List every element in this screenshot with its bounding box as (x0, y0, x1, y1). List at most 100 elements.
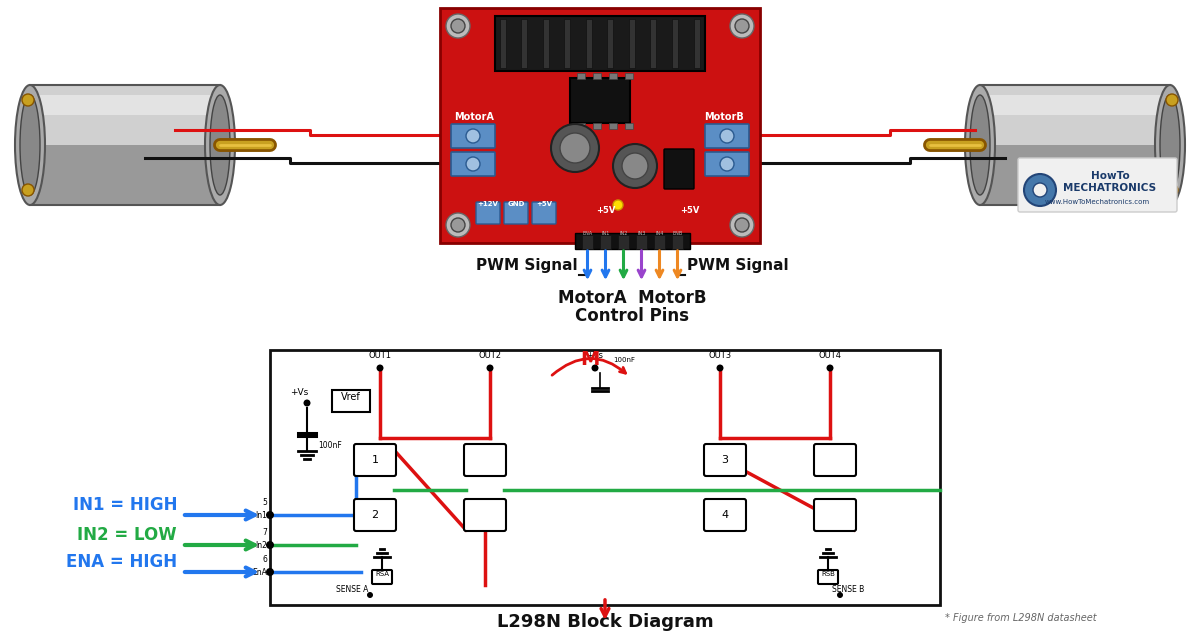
Text: +Vs: +Vs (290, 388, 308, 397)
Text: ENB: ENB (672, 231, 683, 236)
Text: MotorA: MotorA (454, 112, 494, 122)
Circle shape (466, 129, 480, 143)
Text: 5: 5 (262, 498, 266, 507)
Circle shape (377, 365, 384, 372)
Circle shape (613, 144, 658, 188)
FancyBboxPatch shape (476, 202, 500, 224)
Bar (570, 78, 630, 123)
Text: Vref: Vref (341, 392, 361, 402)
Bar (672, 235, 683, 249)
Bar (636, 235, 647, 249)
FancyBboxPatch shape (354, 444, 396, 476)
Bar (593, 123, 601, 129)
Text: MotorB: MotorB (704, 112, 744, 122)
Circle shape (734, 218, 749, 232)
Ellipse shape (1160, 95, 1180, 195)
Text: ENA = HIGH: ENA = HIGH (66, 553, 178, 571)
FancyBboxPatch shape (451, 124, 494, 148)
Circle shape (730, 213, 754, 237)
Circle shape (720, 157, 734, 171)
Bar (586, 19, 592, 68)
Bar (625, 73, 634, 79)
Text: IN4: IN4 (655, 231, 664, 236)
FancyBboxPatch shape (1018, 158, 1177, 212)
Text: OUT2: OUT2 (479, 351, 502, 360)
Bar (985, 95, 1165, 115)
Text: GND: GND (508, 201, 524, 207)
Circle shape (720, 129, 734, 143)
Bar (618, 235, 629, 249)
Bar (577, 123, 584, 129)
Ellipse shape (20, 95, 40, 195)
Text: 2: 2 (372, 510, 378, 520)
Bar (582, 235, 593, 249)
FancyBboxPatch shape (704, 444, 746, 476)
Text: ENA: ENA (582, 231, 593, 236)
Circle shape (367, 592, 373, 598)
Circle shape (466, 157, 480, 171)
Text: L298N Block Diagram: L298N Block Diagram (497, 613, 713, 631)
Circle shape (622, 153, 648, 179)
Bar (30, 85, 220, 205)
FancyBboxPatch shape (814, 499, 856, 531)
Text: * Figure from L298N datasheet: * Figure from L298N datasheet (944, 613, 1097, 623)
Text: HowTo
MECHATRONICS: HowTo MECHATRONICS (1063, 171, 1157, 193)
Ellipse shape (16, 85, 46, 205)
Bar (30, 145, 220, 205)
Bar (332, 390, 370, 412)
Circle shape (446, 14, 470, 38)
Bar (608, 123, 617, 129)
Text: Control Pins: Control Pins (576, 307, 690, 325)
Bar (35, 95, 215, 115)
FancyBboxPatch shape (354, 499, 396, 531)
Text: RSB: RSB (821, 571, 835, 577)
Circle shape (613, 200, 623, 210)
FancyBboxPatch shape (814, 444, 856, 476)
Circle shape (451, 218, 464, 232)
Text: IN3: IN3 (637, 231, 646, 236)
Bar (629, 19, 635, 68)
Text: OUT1: OUT1 (368, 351, 391, 360)
Circle shape (22, 94, 34, 106)
Ellipse shape (210, 95, 230, 195)
Circle shape (716, 365, 724, 372)
FancyBboxPatch shape (664, 149, 694, 189)
Text: RSA: RSA (374, 571, 389, 577)
FancyBboxPatch shape (464, 499, 506, 531)
Text: In2: In2 (256, 541, 266, 550)
Circle shape (451, 19, 464, 33)
FancyBboxPatch shape (372, 570, 392, 584)
Text: 1: 1 (372, 455, 378, 465)
Circle shape (266, 511, 274, 519)
Ellipse shape (205, 85, 235, 205)
Bar (270, 350, 940, 605)
Text: M: M (581, 350, 600, 369)
FancyBboxPatch shape (464, 444, 506, 476)
Bar (650, 19, 656, 68)
Text: +5V: +5V (536, 201, 552, 207)
Bar (593, 73, 601, 79)
Text: IN1: IN1 (601, 231, 610, 236)
Circle shape (827, 365, 834, 372)
Bar (607, 19, 613, 68)
Text: 4: 4 (721, 510, 728, 520)
Circle shape (22, 184, 34, 196)
Circle shape (1166, 94, 1178, 106)
Text: IN2 = LOW: IN2 = LOW (77, 526, 178, 544)
Circle shape (486, 365, 493, 372)
FancyBboxPatch shape (451, 152, 494, 176)
Text: IN1 = HIGH: IN1 = HIGH (72, 496, 178, 514)
FancyBboxPatch shape (704, 124, 749, 148)
Text: +12V: +12V (478, 201, 498, 207)
Text: In1: In1 (256, 511, 266, 520)
Bar (600, 235, 611, 249)
Text: 7: 7 (262, 528, 266, 537)
Circle shape (446, 213, 470, 237)
Bar (577, 73, 584, 79)
Ellipse shape (965, 85, 995, 205)
Circle shape (592, 365, 599, 372)
Bar (625, 123, 634, 129)
Bar (500, 19, 506, 68)
Text: 100nF: 100nF (318, 441, 342, 450)
Circle shape (1024, 174, 1056, 206)
